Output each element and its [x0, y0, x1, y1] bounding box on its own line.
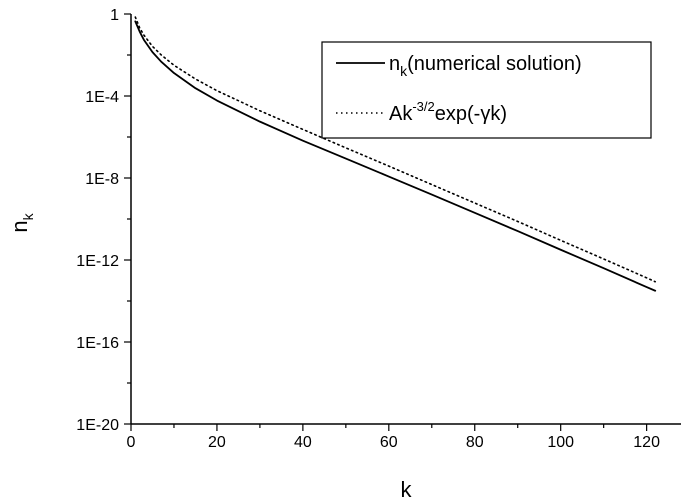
series-numerical-line	[134, 20, 657, 292]
legend-box	[321, 41, 652, 139]
ticks: 0 20 40 60 80 100 120 1 1E-4 1E-8 1E-12 1E-16 1E-20	[76, 7, 660, 451]
y-tick-label: 1	[110, 7, 119, 24]
y-tick-label: 1E-16	[76, 335, 119, 352]
y-tick-label: 1E-20	[76, 417, 119, 434]
x-tick-label: 120	[633, 434, 660, 451]
y-tick-label: 1E-12	[76, 253, 119, 270]
x-tick-label: 100	[547, 434, 574, 451]
x-tick-label: 60	[380, 434, 398, 451]
x-tick-label: 20	[208, 434, 226, 451]
x-tick-label: 80	[466, 434, 484, 451]
legend-item-numerical: nk(numerical solution)	[389, 53, 582, 79]
y-axis-title: nk	[7, 212, 36, 232]
x-tick-label: 0	[127, 434, 136, 451]
legend-item-fit: Ak-3/2exp(-γk)	[389, 99, 507, 125]
y-axis-title-main: n	[7, 220, 32, 232]
svg-text:nk: nk	[7, 212, 36, 232]
series-lines	[134, 16, 657, 292]
legend: nk(numerical solution) Ak-3/2exp(-γk)	[321, 41, 652, 139]
x-tick-label: 40	[294, 434, 312, 451]
series-fit-line	[134, 16, 657, 283]
y-axis-title-sub: k	[20, 212, 36, 220]
y-tick-label: 1E-4	[85, 89, 119, 106]
x-axis-title: k	[401, 477, 413, 502]
y-tick-label: 1E-8	[85, 171, 119, 188]
